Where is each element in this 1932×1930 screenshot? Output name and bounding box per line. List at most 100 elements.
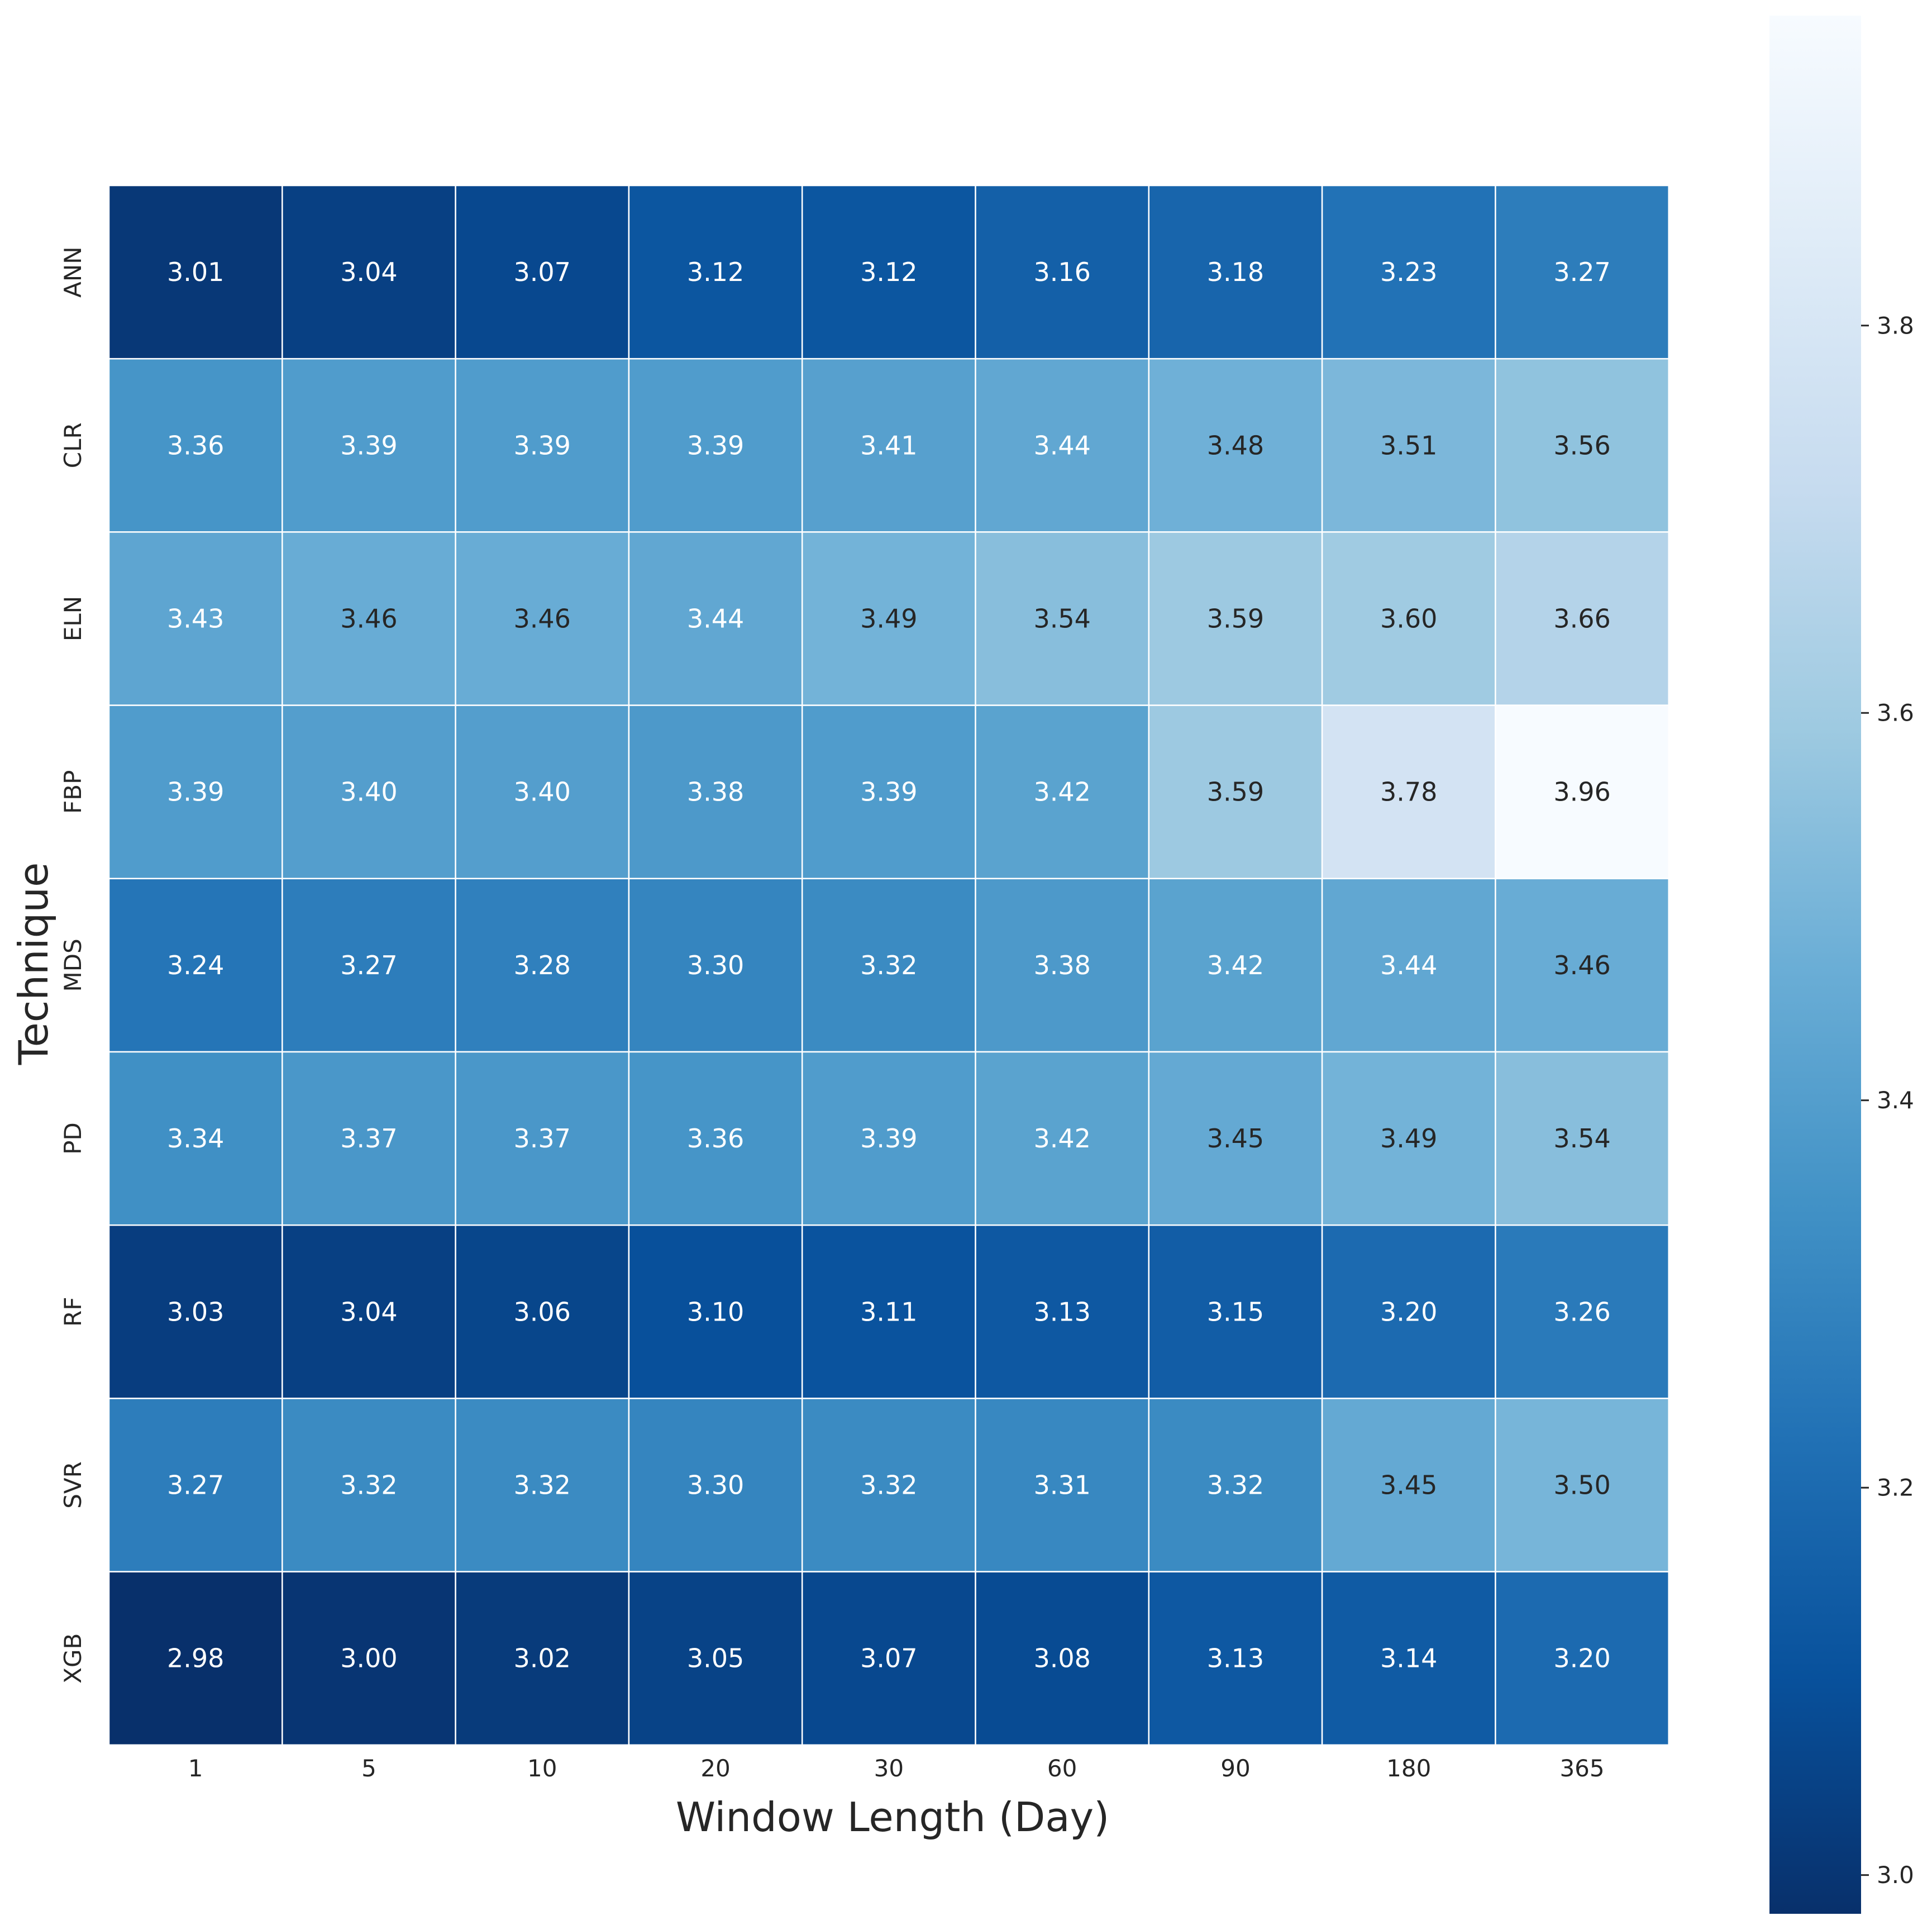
cell-value-label: 3.50 [1553, 1470, 1610, 1500]
cell-value-label: 3.39 [514, 430, 571, 460]
cell-value-label: 3.49 [860, 604, 917, 634]
heatmap-cell [1321, 704, 1496, 880]
cell-value-label: 3.44 [1033, 430, 1090, 460]
heatmap-cell [801, 1571, 976, 1746]
heatmap-cell [282, 531, 456, 706]
cell-value-label: 3.56 [1553, 430, 1610, 460]
x-tick-label: 30 [874, 1755, 904, 1782]
y-tick-label: MDS [59, 938, 87, 992]
cell-value-label: 3.34 [167, 1123, 224, 1154]
cell-value-label: 3.03 [167, 1297, 224, 1327]
cell-value-label: 3.46 [340, 604, 397, 634]
heatmap-cell [1495, 1571, 1669, 1746]
colorbar-tick-label: 3.6 [1877, 699, 1914, 727]
y-axis-title: Technique [10, 862, 57, 1066]
heatmap-cell [108, 184, 283, 360]
cell-value-label: 3.32 [1207, 1470, 1264, 1500]
cell-value-label: 3.38 [687, 777, 744, 807]
heatmap-cell [628, 1571, 803, 1746]
cell-value-label: 2.98 [167, 1643, 224, 1674]
cell-value-label: 3.48 [1207, 430, 1264, 460]
heatmap-cell [628, 1051, 803, 1226]
heatmap-cell [282, 704, 456, 880]
heatmap-cell [108, 1224, 283, 1399]
x-tick-label: 5 [361, 1755, 376, 1782]
heatmap-cell [975, 1398, 1150, 1572]
heatmap-cell [801, 1398, 976, 1572]
cell-value-label: 3.01 [167, 257, 224, 287]
heatmap-cell [628, 358, 803, 533]
cell-value-label: 3.10 [687, 1297, 744, 1327]
heatmap-cell [455, 184, 630, 360]
cell-value-label: 3.30 [687, 1470, 744, 1500]
heatmap-cell-labels: 3.01 3.04 3.07 3.12 3.12 3.16 3.18 3.23 3.27 3.36… [167, 257, 1611, 1674]
heatmap-cell [1148, 1571, 1323, 1746]
heatmap-cell [455, 1224, 630, 1399]
heatmap-cell [628, 1398, 803, 1572]
cell-value-label: 3.45 [1207, 1123, 1264, 1154]
heatmap-cell [628, 531, 803, 706]
cell-value-label: 3.78 [1380, 777, 1437, 807]
cell-value-label: 3.20 [1553, 1643, 1610, 1674]
cell-value-label: 3.49 [1380, 1123, 1437, 1154]
heatmap-cell [801, 1051, 976, 1226]
heatmap-cell [108, 1571, 283, 1746]
heatmap-cell [455, 531, 630, 706]
y-tick-labels: ANN CLR ELN FBP MDS PD RF SVR XGB [59, 246, 87, 1683]
heatmap-cell [1321, 358, 1496, 533]
heatmap-cell [282, 1224, 456, 1399]
heatmap-cell [108, 1398, 283, 1572]
heatmap-cell [1321, 1224, 1496, 1399]
colorbar-scale [1769, 16, 1861, 1914]
x-tick-label: 180 [1386, 1755, 1431, 1782]
cell-value-label: 3.07 [514, 257, 571, 287]
cell-value-label: 3.27 [1553, 257, 1610, 287]
cell-value-label: 3.11 [860, 1297, 917, 1327]
y-tick-label: XGB [59, 1633, 87, 1684]
heatmap-cell [108, 878, 283, 1053]
cell-value-label: 3.54 [1553, 1123, 1610, 1154]
heatmap-cell [1148, 878, 1323, 1053]
heatmap-cell [282, 1571, 456, 1746]
cell-value-label: 3.05 [687, 1643, 744, 1674]
cell-value-label: 3.59 [1207, 604, 1264, 634]
cell-value-label: 3.40 [514, 777, 571, 807]
heatmap-cell [455, 878, 630, 1053]
heatmap-cell [282, 184, 456, 360]
cell-value-label: 3.42 [1033, 777, 1090, 807]
cell-value-label: 3.18 [1207, 257, 1264, 287]
heatmap-cell [801, 1224, 976, 1399]
cell-value-label: 3.15 [1207, 1297, 1264, 1327]
cell-value-label: 3.14 [1380, 1643, 1437, 1674]
cell-value-label: 3.39 [860, 1123, 917, 1154]
cell-value-label: 3.45 [1380, 1470, 1437, 1500]
heatmap-cell [1321, 184, 1496, 360]
heatmap-cell [1148, 1224, 1323, 1399]
cell-value-label: 3.66 [1553, 604, 1610, 634]
y-tick-label: FBP [59, 770, 87, 814]
heatmap-cell [1495, 531, 1669, 706]
heatmap-cell [455, 1398, 630, 1572]
cell-value-label: 3.39 [167, 777, 224, 807]
cell-value-label: 3.42 [1207, 950, 1264, 980]
heatmap-cell [975, 1051, 1150, 1226]
heatmap-cells [108, 184, 1669, 1746]
heatmap-cell [1495, 704, 1669, 880]
cell-value-label: 3.46 [1553, 950, 1610, 980]
cell-value-label: 3.13 [1033, 1297, 1090, 1327]
heatmap-cell [975, 358, 1150, 533]
heatmap-cell [1495, 1051, 1669, 1226]
x-tick-label: 10 [527, 1755, 557, 1782]
heatmap-cell [628, 184, 803, 360]
cell-value-label: 3.27 [167, 1470, 224, 1500]
cell-value-label: 3.39 [340, 430, 397, 460]
x-tick-label: 20 [700, 1755, 730, 1782]
heatmap-cell [975, 184, 1150, 360]
heatmap-cell [1148, 358, 1323, 533]
y-tick-label: ELN [59, 596, 87, 641]
cell-value-label: 3.96 [1553, 777, 1610, 807]
cell-value-label: 3.26 [1553, 1297, 1610, 1327]
y-tick-label: PD [59, 1122, 87, 1155]
colorbar-tick-label: 3.8 [1877, 312, 1914, 339]
